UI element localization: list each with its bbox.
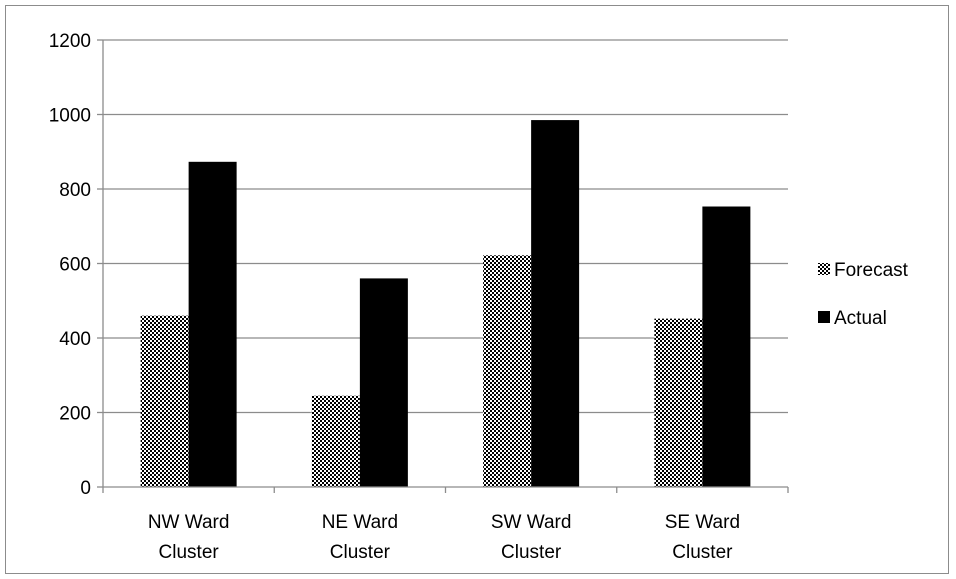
- axes: [97, 39, 789, 493]
- y-tick-label: 800: [59, 180, 91, 201]
- bar-forecast: [654, 318, 703, 487]
- y-tick-label: 600: [59, 255, 91, 276]
- x-tick-label: NE Ward: [322, 512, 398, 533]
- x-tick-label: SW Ward: [491, 512, 572, 533]
- bar-forecast: [483, 255, 532, 487]
- x-tick-label: Cluster: [501, 542, 562, 563]
- bar-actual: [188, 161, 237, 487]
- legend-swatch: [818, 311, 830, 323]
- x-tick-label: SE Ward: [665, 512, 740, 533]
- legend: Forecast Actual: [818, 260, 909, 329]
- x-tick-label: NW Ward: [148, 512, 230, 533]
- legend-label: Actual: [834, 308, 887, 329]
- bar-forecast: [140, 315, 189, 487]
- x-tick-label: Cluster: [159, 542, 220, 563]
- tick-labels: 0 200 400 600 800 1000 1200 NW Ward Cluster NE Wa…: [49, 31, 740, 563]
- legend-item-forecast: Forecast: [818, 260, 909, 281]
- y-tick-label: 0: [80, 478, 91, 499]
- bar-actual: [531, 120, 580, 488]
- bar-actual: [359, 278, 408, 487]
- y-tick-label: 200: [59, 404, 91, 425]
- x-tick-label: Cluster: [672, 542, 733, 563]
- legend-item-actual: Actual: [818, 308, 887, 329]
- legend-swatch: [818, 263, 830, 275]
- bars: [140, 120, 751, 488]
- legend-label: Forecast: [834, 260, 909, 281]
- y-tick-label: 1000: [49, 106, 91, 127]
- bar-actual: [702, 206, 751, 487]
- y-tick-label: 1200: [49, 31, 91, 52]
- y-tick-label: 400: [59, 329, 91, 350]
- bar-forecast: [311, 395, 360, 487]
- x-tick-label: Cluster: [330, 542, 391, 563]
